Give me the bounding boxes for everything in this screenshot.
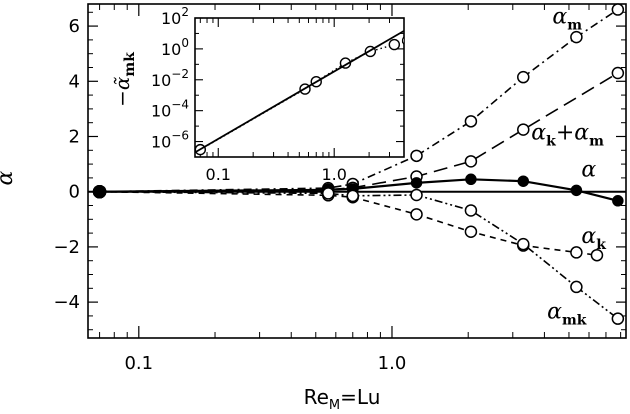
x-tick-label: 0.1: [124, 353, 153, 374]
series-label-main: α: [581, 158, 596, 183]
data-point: [410, 177, 423, 189]
series-label-main: α: [552, 4, 567, 29]
data-point: [570, 246, 583, 259]
data-point: [92, 184, 107, 199]
inset-x-tick-label: 1.0: [321, 165, 346, 184]
data-point: [321, 187, 335, 200]
data-point: [570, 280, 583, 294]
data-point: [611, 312, 625, 325]
data-point: [611, 3, 625, 16]
data-point: [612, 195, 624, 207]
y-tick-label: 4: [69, 71, 80, 92]
series-label: αk: [581, 224, 606, 253]
data-point: [464, 204, 478, 217]
data-point: [464, 155, 478, 168]
inset-series-line-1: [195, 29, 404, 154]
y-tick-label: 6: [69, 16, 80, 37]
series-label-main: α: [531, 120, 546, 145]
inset-y-axis-label-sub: mk: [122, 52, 138, 77]
y-tick-label: −2: [53, 237, 80, 258]
data-point: [517, 70, 530, 84]
plot-frame: [87, 3, 627, 339]
series-line: [99, 190, 619, 320]
data-point: [410, 208, 423, 221]
data-point: [410, 149, 423, 163]
inset-y-tick-label: 100: [161, 36, 189, 59]
inset-y-tick-exponent: 0: [181, 36, 189, 50]
inset-y-tick-exponent: −4: [171, 98, 189, 112]
data-point: [517, 237, 530, 251]
series-label-sub: k: [596, 237, 606, 253]
inset-y-tick-label: 102: [161, 5, 189, 28]
inset-y-tick-exponent: −6: [171, 129, 189, 143]
data-point: [465, 173, 477, 186]
inset-data-point: [401, 36, 404, 45]
series-1: αk+αm: [92, 66, 625, 199]
inset-series: [195, 29, 424, 156]
data-point: [570, 184, 583, 197]
series-4: αmk: [92, 184, 625, 329]
series-label-sub2: m: [589, 133, 604, 149]
inset-y-tick-label: 10−4: [151, 98, 189, 121]
data-point: [464, 225, 478, 238]
inset-y-tick-exponent: 2: [181, 5, 189, 19]
series-label-main: α: [581, 224, 596, 249]
inset-plot: 10−6 10−4 10−2 100 102 0.1 1.0 −α̃mk: [110, 5, 424, 184]
inset-x-tick-label: 0.1: [206, 165, 231, 184]
y-axis-label: α̃: [0, 170, 18, 185]
x-axis-label-sub: M: [329, 398, 340, 413]
inset-data-point: [414, 34, 424, 44]
series-label: αk+αm: [531, 120, 604, 149]
series-label: αmk: [547, 300, 587, 329]
series-label-sub: k: [546, 133, 556, 149]
inset-data-point: [388, 38, 401, 51]
series-label-join: +α: [556, 120, 589, 145]
data-point: [464, 115, 478, 128]
y-tick-label: −4: [53, 292, 80, 313]
inset-frame: [194, 17, 405, 158]
data-point: [517, 123, 530, 136]
data-point: [517, 175, 530, 187]
series-label-main: α: [547, 300, 562, 325]
data-point: [570, 30, 583, 44]
inset-y-axis-label: −α̃mk: [110, 52, 138, 107]
x-tick-label: 1.0: [378, 353, 407, 374]
inset-y-tick-label: 10−2: [151, 67, 189, 90]
series-label-sub: m: [567, 17, 582, 33]
data-point: [611, 66, 625, 80]
x-axis-label: ReM=Lu: [304, 385, 381, 413]
series-label: α: [581, 158, 596, 183]
inset-y-tick-exponent: −2: [171, 67, 189, 81]
series-label-sub: mk: [562, 313, 587, 329]
data-point: [346, 189, 360, 203]
y-tick-label: 2: [69, 126, 80, 147]
inset-y-tick-label: 10−6: [151, 129, 189, 152]
data-point: [410, 188, 423, 202]
series-line: [99, 8, 619, 193]
series-label: αm: [552, 4, 582, 33]
y-tick-label: 0: [69, 182, 80, 203]
data-point: [590, 248, 604, 262]
